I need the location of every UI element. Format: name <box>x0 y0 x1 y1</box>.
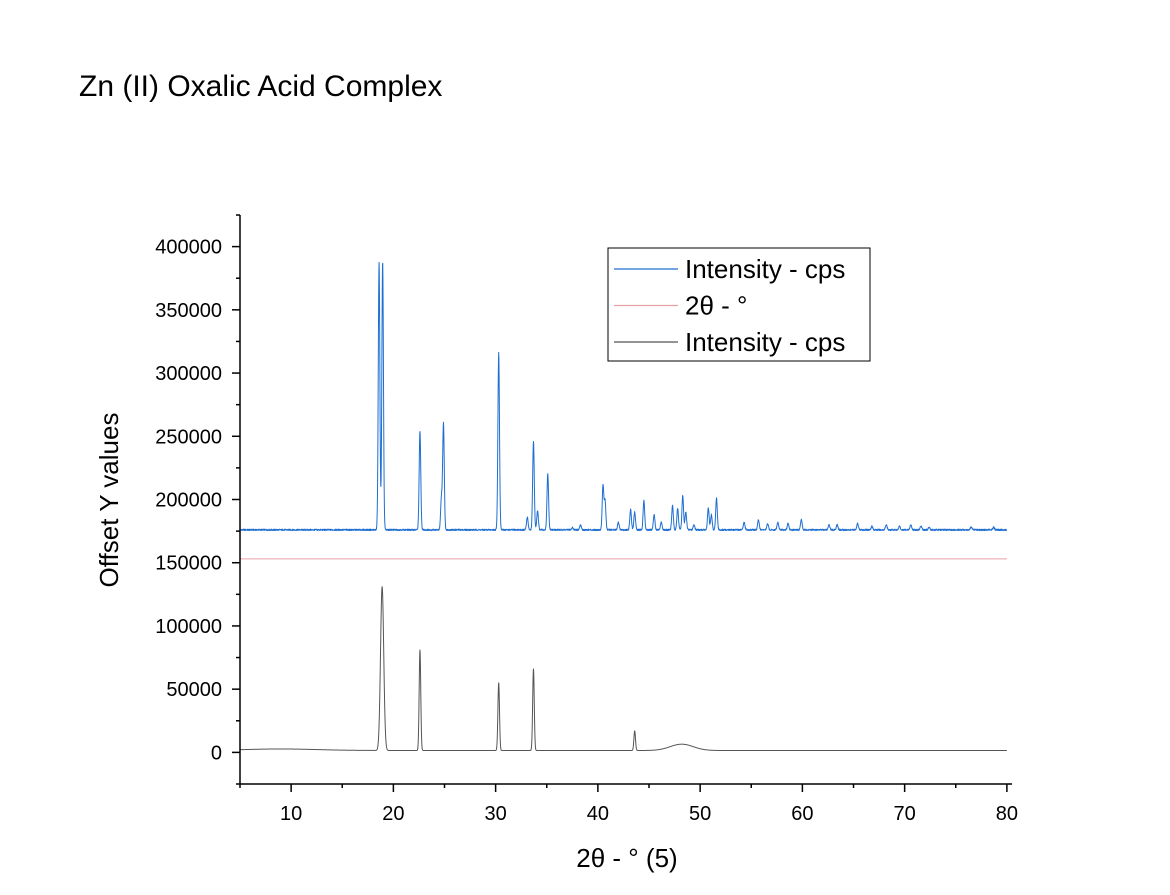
plot-lines <box>239 261 1008 751</box>
x-axis-title: 2θ - ° (5) <box>576 843 677 873</box>
chart-title: Zn (II) Oxalic Acid Complex <box>79 70 443 103</box>
y-tick-label: 300000 <box>155 363 222 385</box>
y-tick-label: 50000 <box>166 679 222 701</box>
series-line-3 <box>239 586 1008 751</box>
y-tick-label: 200000 <box>155 490 222 512</box>
x-tick-label: 70 <box>894 803 916 825</box>
x-tick-label: 60 <box>791 803 813 825</box>
x-tick-label: 20 <box>382 803 404 825</box>
y-tick-label: 150000 <box>155 553 222 575</box>
y-tick-label: 250000 <box>155 426 222 448</box>
legend-label-1: Intensity - cps <box>685 254 845 284</box>
legend: Intensity - cps 2θ - ° Intensity - cps <box>607 247 871 362</box>
x-tick-label: 50 <box>689 803 711 825</box>
tick-labels: 0 50000 100000 150000 200000 250000 300000 3500… <box>155 237 1018 825</box>
x-tick-label: 80 <box>996 803 1018 825</box>
y-tick-label: 350000 <box>155 300 222 322</box>
x-tick-label: 40 <box>587 803 609 825</box>
y-tick-label: 100000 <box>155 616 222 638</box>
y-tick-label: 0 <box>211 742 222 764</box>
y-axis-title: Offset Y values <box>94 413 124 588</box>
legend-label-2: 2θ - ° <box>685 291 747 321</box>
x-tick-label: 30 <box>485 803 507 825</box>
y-tick-label: 400000 <box>155 237 222 259</box>
legend-label-3: Intensity - cps <box>685 327 845 357</box>
axes <box>232 214 1012 792</box>
series-line-1 <box>239 261 1008 532</box>
x-tick-label: 10 <box>280 803 302 825</box>
